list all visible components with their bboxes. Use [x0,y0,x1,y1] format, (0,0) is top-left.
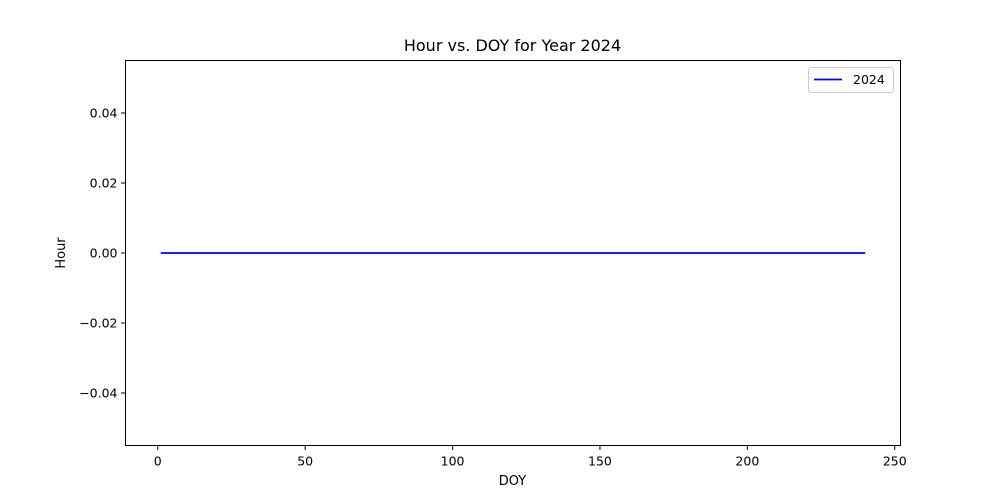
y-tick-label: 0.00 [90,246,118,261]
y-tick-label: −0.02 [79,316,117,331]
legend-entries: 2024 [814,72,885,87]
legend-label: 2024 [853,72,885,87]
x-tick-label: 150 [588,454,612,469]
legend: 2024 [808,67,894,93]
y-tick-label: 0.02 [90,176,118,191]
x-tick-label: 0 [154,454,162,469]
chart-title: Hour vs. DOY for Year 2024 [404,36,621,55]
x-tick-label: 200 [735,454,759,469]
x-axis-ticks: 0 50 100 150 200 250 [154,445,907,469]
x-tick-label: 250 [883,454,907,469]
y-tick-label: 0.04 [90,106,118,121]
y-tick-label: −0.04 [79,386,117,401]
x-tick-label: 50 [297,454,313,469]
x-axis-label: DOY [499,474,527,489]
y-axis-ticks: −0.04 −0.02 0.00 0.02 0.04 [79,106,126,401]
legend-box [808,67,894,93]
y-axis-label: Hour [54,237,69,269]
x-tick-label: 100 [441,454,465,469]
